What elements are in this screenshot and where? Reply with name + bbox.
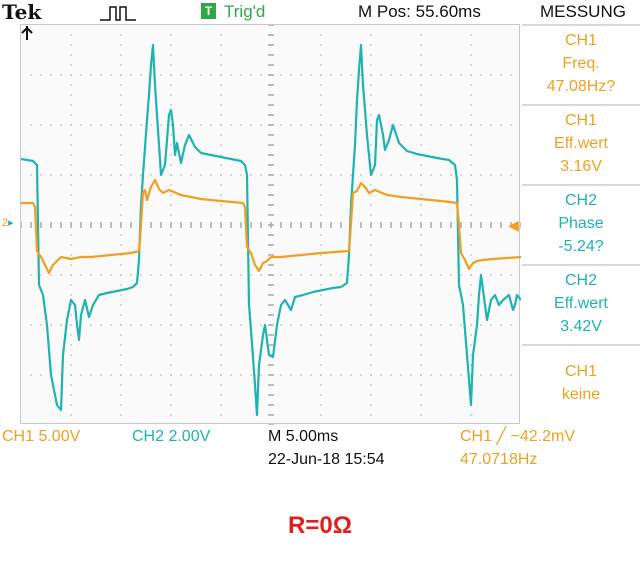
ch2-scale-readout: CH2 2.00V (132, 428, 211, 445)
measurement-3-channel: CH2 (564, 192, 597, 209)
trigger-state-label: Trig'd (224, 2, 266, 21)
caption: R=0Ω (288, 512, 352, 539)
menu-title: MESSUNG (540, 2, 626, 21)
measurement-4-value: 3.42V (560, 318, 602, 335)
ch1-waveform (21, 178, 521, 275)
measurement-panel-2[interactable]: CH1 Eff.wert 3.16V (522, 104, 640, 184)
waveforms (21, 43, 521, 417)
measurement-1-channel: CH1 (564, 32, 597, 49)
measurement-panel-3[interactable]: CH2 Phase -5.24? (522, 184, 640, 264)
measurement-panel-5[interactable]: CH1 keine (522, 344, 640, 424)
trigger-level-marker-icon: ◀ (508, 217, 519, 233)
horizontal-position-readout: M Pos: 55.60ms (358, 2, 481, 21)
measurement-3-label: Phase (558, 215, 604, 232)
measurement-panel-1[interactable]: CH1 Freq. 47.08Hz? (522, 24, 640, 104)
brand-logo: Tek (2, 0, 42, 24)
oscilloscope-display: Tek T Trig'd M Pos: 55.60ms MESSUNG 2▸ ◀… (2, 0, 640, 468)
date-time-readout: 22-Jun-18 15:54 (268, 451, 385, 468)
measurement-5-label: keine (561, 386, 601, 403)
measurement-2-label: Eff.wert (554, 135, 608, 152)
measurement-3-value: -5.24? (558, 238, 604, 255)
graticule (21, 25, 521, 425)
ch2-ground-marker-label: 2 (2, 217, 9, 229)
measurement-4-channel: CH2 (564, 272, 597, 289)
measurement-1-label: Freq. (562, 55, 600, 72)
trigger-readout: CH1 ╱ −42.2mV (460, 428, 576, 445)
pulse-icon (100, 6, 136, 21)
trigger-frequency-readout: 47.0718Hz (460, 451, 538, 468)
waveform-screen (20, 24, 521, 425)
measurement-2-channel: CH1 (564, 112, 597, 129)
timebase-readout: M 5.00ms (268, 428, 339, 445)
measurement-5-channel: CH1 (564, 363, 597, 380)
ch2-waveform (21, 43, 521, 417)
measurement-1-value: 47.08Hz? (546, 78, 616, 95)
screen-top-marker-icon (21, 26, 33, 40)
measurement-panel-4[interactable]: CH2 Eff.wert 3.42V (522, 264, 640, 344)
ch1-scale-readout: CH1 5.00V (2, 428, 81, 445)
measurement-2-value: 3.16V (560, 158, 602, 175)
measurement-menu: CH1 Freq. 47.08Hz? CH1 Eff.wert 3.16V CH… (522, 24, 640, 424)
trigger-state-icon: T (201, 3, 216, 19)
ch2-ground-marker: 2▸ (2, 217, 14, 229)
measurement-4-label: Eff.wert (554, 295, 608, 312)
